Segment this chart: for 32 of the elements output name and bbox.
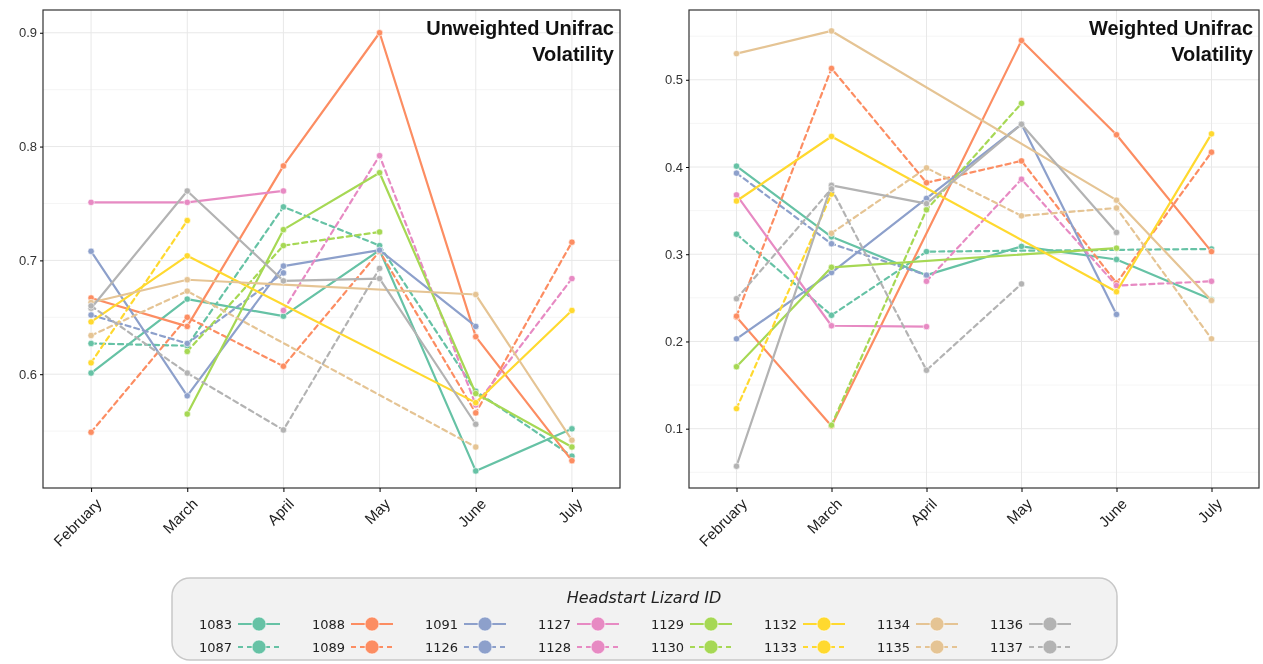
y-tick-label: 0.3 bbox=[664, 246, 683, 262]
y-tick-label: 0.1 bbox=[664, 421, 683, 437]
y-tick-label: 0.4 bbox=[664, 159, 683, 175]
y-tick-label: 0.5 bbox=[664, 72, 683, 88]
text: Weighted Unifrac Volatility bbox=[1088, 17, 1254, 65]
legend-label: 1091 bbox=[424, 617, 458, 632]
legend-label: 1135 bbox=[876, 640, 910, 655]
x-tick-label: May bbox=[1003, 494, 1036, 528]
legend-label: 1127 bbox=[537, 617, 571, 632]
legend-label: 1089 bbox=[311, 640, 345, 655]
legend-label: 1134 bbox=[876, 617, 910, 632]
legend-label: 1130 bbox=[650, 640, 684, 655]
y-tick-label: 0.9 bbox=[18, 25, 37, 41]
legend-title: Headstart Lizard ID bbox=[566, 588, 722, 607]
x-tick-label: July bbox=[554, 494, 586, 526]
legend-label: 1136 bbox=[989, 617, 1023, 632]
legend-label: 1133 bbox=[763, 640, 797, 655]
legend-label: 1087 bbox=[198, 640, 232, 655]
legend-label: 1088 bbox=[311, 617, 345, 632]
x-tick-label: July bbox=[1194, 494, 1226, 526]
legend-label: 1126 bbox=[424, 640, 458, 655]
y-tick-label: 0.6 bbox=[18, 366, 37, 382]
legend-label: 1137 bbox=[989, 640, 1023, 655]
x-tick-label: May bbox=[361, 494, 394, 528]
y-tick-label: 0.7 bbox=[18, 253, 37, 269]
text: Unweighted Unifrac Volatility bbox=[426, 17, 615, 65]
legend-label: 1083 bbox=[198, 617, 232, 632]
legend-label: 1129 bbox=[650, 617, 684, 632]
legend-label: 1128 bbox=[537, 640, 571, 655]
legend-label: 1132 bbox=[763, 617, 797, 632]
y-tick-label: 0.8 bbox=[18, 139, 37, 155]
y-tick-label: 0.2 bbox=[664, 334, 683, 350]
